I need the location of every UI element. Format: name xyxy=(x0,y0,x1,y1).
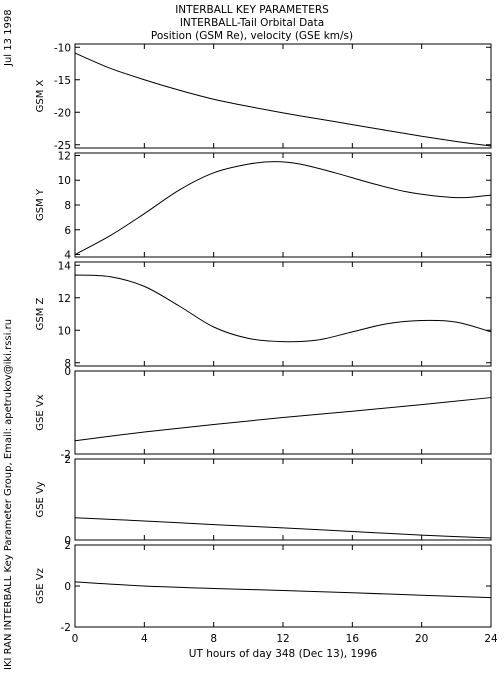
chart-title-line-3: Position (GSM Re), velocity (GSE km/s) xyxy=(150,30,354,42)
panel-frame-4 xyxy=(74,370,492,455)
panel-frame-2 xyxy=(74,152,492,258)
series-line-gse-vy xyxy=(74,517,492,539)
series-line-gsm-y xyxy=(74,161,492,255)
y-tick-label: 12 xyxy=(58,293,71,305)
series-line-gse-vz xyxy=(74,581,492,599)
y-tick-label: 8 xyxy=(64,200,71,212)
x-tick-label: 24 xyxy=(484,633,498,645)
y-axis-label: GSE Vx xyxy=(35,394,46,430)
y-axis-label: GSE Vy xyxy=(35,481,46,517)
x-tick-label: 0 xyxy=(72,633,79,645)
y-tick-label: -20 xyxy=(54,107,71,119)
chart-title-line-1: INTERBALL KEY PARAMETERS xyxy=(175,4,329,16)
y-tick-label: 0 xyxy=(64,366,71,378)
x-tick-label: 8 xyxy=(210,633,217,645)
y-axis-label: GSM Z xyxy=(35,297,46,330)
y-tick-label: -10 xyxy=(54,42,71,54)
y-tick-label: 12 xyxy=(58,150,71,162)
panel-frame-3 xyxy=(74,261,492,367)
x-tick-label: 16 xyxy=(346,633,360,645)
y-tick-label: -2 xyxy=(61,449,71,461)
y-tick-label: 14 xyxy=(58,260,72,272)
x-axis-label: UT hours of day 348 (Dec 13), 1996 xyxy=(189,648,378,660)
series-line-gse-vx xyxy=(74,397,492,442)
panel-frame-1 xyxy=(74,43,492,149)
y-tick-label: 8 xyxy=(64,358,71,370)
y-axis-label: GSM Y xyxy=(35,188,46,221)
y-tick-label: -15 xyxy=(54,75,71,87)
series-line-gsm-x xyxy=(74,52,492,147)
y-axis-label: GSE Vz xyxy=(35,568,46,604)
y-tick-label: 10 xyxy=(58,175,71,187)
x-tick-label: 20 xyxy=(415,633,428,645)
y-tick-label: 0 xyxy=(64,535,71,547)
series-line-gsm-z xyxy=(74,274,492,343)
y-tick-label: 2 xyxy=(64,540,71,552)
x-tick-label: 4 xyxy=(141,633,148,645)
y-tick-label: 2 xyxy=(64,454,71,466)
y-tick-label: 4 xyxy=(64,250,71,262)
y-tick-label: 6 xyxy=(64,225,71,237)
y-tick-label: 10 xyxy=(58,325,71,337)
y-tick-label: 0 xyxy=(64,581,71,593)
y-axis-label: GSM X xyxy=(35,79,46,112)
x-tick-label: 12 xyxy=(276,633,289,645)
y-tick-label: -25 xyxy=(54,140,71,152)
chart-title-line-2: INTERBALL-Tail Orbital Data xyxy=(179,17,325,29)
y-tick-label: -2 xyxy=(61,622,71,634)
